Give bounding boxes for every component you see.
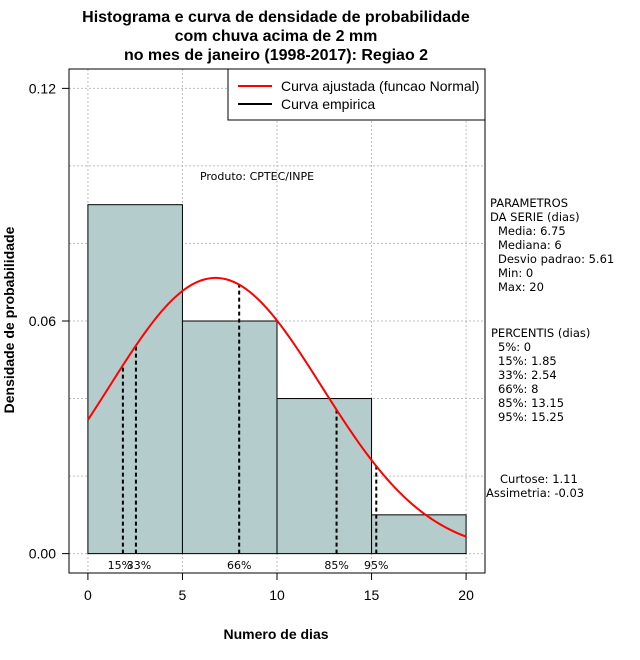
percentile-label: 66% (227, 559, 251, 572)
x-axis-title: Numero de dias (223, 626, 328, 642)
percentis-block: PERCENTIS (dias) 5%: 0 15%: 1.85 33%: 2.… (491, 326, 590, 424)
title-line-1: Histograma e curva de densidade de proba… (82, 9, 470, 26)
pct-line-4: 66%: 8 (498, 382, 538, 396)
x-tick-label: 20 (458, 587, 474, 603)
legend: Curva ajustada (funcao Normal) Curva emp… (227, 68, 486, 121)
histogram-bar (276, 398, 373, 555)
y-tick-label: 0.00 (29, 546, 56, 562)
shape-block: Curtose: 1.11 Assimetria: -0.03 (486, 472, 584, 500)
x-tick-label: 5 (179, 587, 187, 603)
x-tick-label: 15 (364, 587, 380, 603)
percentile-label: 95% (364, 559, 388, 572)
x-tick-label: 10 (269, 587, 285, 603)
param-line-5: Min: 0 (498, 266, 533, 280)
percentile-label: 15% (108, 559, 132, 572)
shape-line-1: Assimetria: -0.03 (486, 486, 584, 500)
param-line-6: Max: 20 (498, 280, 544, 294)
normal-curve (87, 276, 467, 538)
title-line-3: no mes de janeiro (1998-2017): Regiao 2 (124, 47, 428, 64)
param-line-3: Mediana: 6 (498, 238, 562, 252)
side-panel: PARAMETROS DA SERIE (dias) Media: 6.75 M… (486, 196, 614, 500)
pct-line-3: 33%: 2.54 (498, 368, 557, 382)
pct-line-1: 5%: 0 (498, 340, 531, 354)
legend-label-empirical: Curva empirica (281, 96, 375, 112)
percentile-lines: 15%33% 66% 85% 95% (108, 284, 388, 572)
param-line-2: Media: 6.75 (498, 224, 566, 238)
x-tick-label: 0 (84, 587, 92, 603)
histogram-bar (371, 514, 467, 555)
pct-line-5: 85%: 13.15 (498, 396, 564, 410)
param-line-0: PARAMETROS (490, 196, 568, 210)
title-line-2: com chuva acima de 2 mm (175, 28, 378, 45)
product-annotation: Produto: CPTEC/INPE (200, 170, 314, 183)
histogram-bars (87, 204, 467, 555)
param-line-1: DA SERIE (dias) (490, 210, 580, 224)
y-tick-label: 0.06 (29, 313, 56, 329)
percentile-label: 85% (324, 559, 348, 572)
pct-line-6: 95%: 15.25 (498, 410, 564, 424)
pct-line-2: 15%: 1.85 (498, 354, 557, 368)
chart-title: Histograma e curva de densidade de proba… (82, 9, 470, 64)
y-tick-label: 0.12 (29, 80, 56, 96)
pct-line-0: PERCENTIS (dias) (491, 326, 590, 340)
legend-box (227, 68, 486, 121)
shape-line-0: Curtose: 1.11 (500, 472, 578, 486)
percentile-label: 33% (127, 559, 151, 572)
legend-label-fitted: Curva ajustada (funcao Normal) (281, 78, 479, 94)
normal-curve-layer (87, 276, 467, 538)
y-axis-title: Densidade de probabilidade (1, 226, 17, 413)
histogram-bar (181, 320, 278, 555)
param-line-4: Desvio padrao: 5.61 (498, 252, 614, 266)
parametros-block: PARAMETROS DA SERIE (dias) Media: 6.75 M… (490, 196, 614, 294)
